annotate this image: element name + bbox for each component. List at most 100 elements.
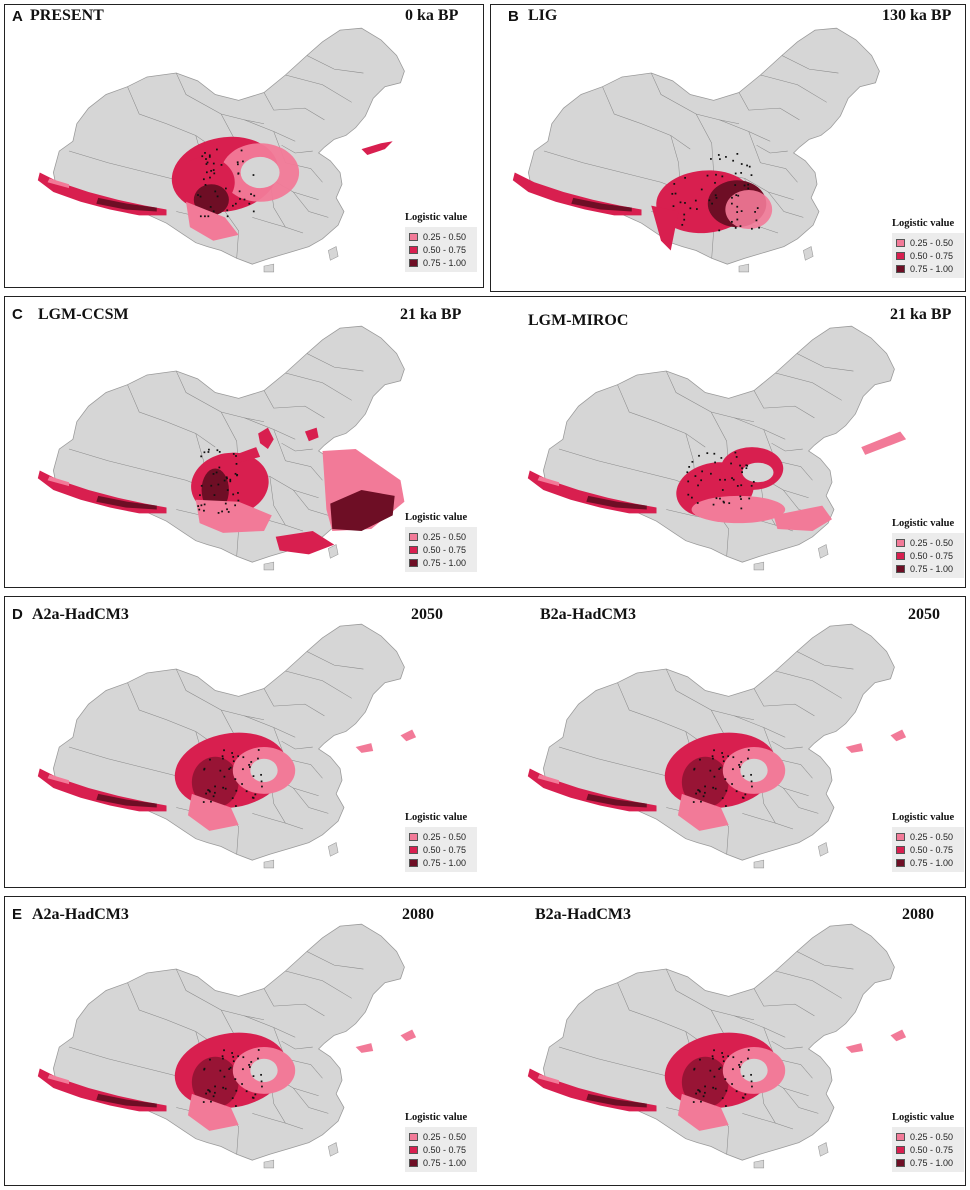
legend-swatch (409, 558, 418, 567)
legend-entry: 0.25 - 0.50 (409, 230, 473, 243)
china-map (37, 325, 405, 571)
predicted-range (512, 153, 773, 251)
legend-entry: 0.75 - 1.00 (896, 1156, 960, 1169)
legend-swatch (896, 845, 905, 854)
legend-entry: 0.50 - 0.75 (409, 843, 473, 856)
panel-letter-c: C (12, 306, 23, 323)
map-lgm-ccsm (30, 320, 420, 582)
map-time: 21 ka BP (890, 306, 952, 323)
legend: Logistic value 0.25 - 0.50 0.50 - 0.75 0.75… (405, 812, 487, 872)
map-b2a-2080 (520, 918, 910, 1180)
legend-swatch (409, 232, 418, 241)
predicted-range (527, 729, 907, 831)
legend-label: 0.75 - 1.00 (423, 857, 467, 868)
legend-swatch (896, 832, 905, 841)
map-title: LIG (528, 7, 558, 24)
legend-label: 0.50 - 0.75 (423, 1144, 467, 1155)
legend-entry: 0.25 - 0.50 (896, 236, 960, 249)
legend-entry: 0.25 - 0.50 (409, 530, 473, 543)
legend-label: 0.50 - 0.75 (910, 550, 954, 561)
legend-swatch (409, 545, 418, 554)
legend-label: 0.25 - 0.50 (910, 237, 954, 248)
legend-entry: 0.25 - 0.50 (896, 536, 960, 549)
legend-title: Logistic value (405, 212, 468, 223)
legend-label: 0.50 - 0.75 (423, 244, 467, 255)
panel-letter-b: B (508, 8, 519, 25)
legend-title: Logistic value (405, 812, 468, 823)
predicted-range (37, 427, 405, 555)
china-map (512, 27, 880, 273)
china-map (37, 923, 417, 1169)
legend-label: 0.75 - 1.00 (910, 857, 954, 868)
map-a2a-2080 (30, 918, 420, 1180)
panel-letter-a: A (12, 8, 23, 25)
legend-entry: 0.50 - 0.75 (409, 243, 473, 256)
legend-entry: 0.75 - 1.00 (896, 856, 960, 869)
legend-swatch (896, 858, 905, 867)
legend-swatch (409, 1158, 418, 1167)
map-lig (505, 22, 895, 284)
legend-label: 0.75 - 1.00 (423, 257, 467, 268)
legend-label: 0.75 - 1.00 (423, 557, 467, 568)
legend-label: 0.50 - 0.75 (910, 1144, 954, 1155)
legend-entry: 0.50 - 0.75 (896, 843, 960, 856)
legend-label: 0.50 - 0.75 (423, 844, 467, 855)
legend-label: 0.25 - 0.50 (423, 1131, 467, 1142)
legend-swatch (896, 538, 905, 547)
legend-entry: 0.75 - 1.00 (896, 562, 960, 575)
legend-swatch (409, 258, 418, 267)
predicted-range (37, 1029, 417, 1131)
legend-swatch (896, 1132, 905, 1141)
legend-label: 0.75 - 1.00 (910, 563, 954, 574)
map-title: A2a-HadCM3 (32, 906, 129, 923)
legend-label: 0.25 - 0.50 (910, 831, 954, 842)
legend-label: 0.25 - 0.50 (423, 231, 467, 242)
map-time: 2050 (411, 606, 443, 623)
legend-entry: 0.75 - 1.00 (409, 856, 473, 869)
legend-label: 0.50 - 0.75 (423, 544, 467, 555)
legend-entry: 0.25 - 0.50 (896, 830, 960, 843)
legend-swatch (896, 251, 905, 260)
china-map (527, 923, 907, 1169)
legend-swatch (896, 1145, 905, 1154)
map-title: LGM-CCSM (38, 306, 129, 323)
legend-title: Logistic value (405, 1112, 468, 1123)
map-time: 130 ka BP (882, 7, 952, 24)
map-lgm-miroc (520, 320, 910, 582)
predicted-range (527, 1029, 907, 1131)
legend-title: Logistic value (892, 1112, 955, 1123)
map-title: B2a-HadCM3 (540, 606, 636, 623)
map-b2a-2050 (520, 618, 910, 880)
legend: Logistic value 0.25 - 0.50 0.50 - 0.75 0.75… (405, 512, 487, 572)
legend: Logistic value 0.25 - 0.50 0.50 - 0.75 0.75… (405, 1112, 487, 1172)
china-map (527, 325, 907, 571)
legend-entry: 0.75 - 1.00 (409, 256, 473, 269)
panel-letter-e: E (12, 906, 23, 923)
legend-entry: 0.75 - 1.00 (409, 556, 473, 569)
legend: Logistic value 0.25 - 0.50 0.50 - 0.75 0.75… (892, 518, 970, 578)
legend-entry: 0.50 - 0.75 (896, 1143, 960, 1156)
legend-entry: 0.25 - 0.50 (896, 1130, 960, 1143)
legend-label: 0.25 - 0.50 (423, 831, 467, 842)
legend-entry: 0.75 - 1.00 (409, 1156, 473, 1169)
map-title: B2a-HadCM3 (535, 906, 631, 923)
legend-entry: 0.25 - 0.50 (409, 830, 473, 843)
legend-label: 0.50 - 0.75 (910, 844, 954, 855)
legend-swatch (409, 832, 418, 841)
legend-entry: 0.75 - 1.00 (896, 262, 960, 275)
legend-entry: 0.50 - 0.75 (896, 249, 960, 262)
legend-entry: 0.50 - 0.75 (409, 543, 473, 556)
legend-entry: 0.50 - 0.75 (409, 1143, 473, 1156)
legend-title: Logistic value (892, 518, 955, 529)
legend-title: Logistic value (892, 218, 955, 229)
legend: Logistic value 0.25 - 0.50 0.50 - 0.75 0.75… (405, 212, 487, 272)
china-map (527, 623, 907, 869)
map-time: 21 ka BP (400, 306, 462, 323)
china-map (37, 623, 417, 869)
predicted-range (527, 431, 907, 531)
legend-swatch (896, 264, 905, 273)
legend-entry: 0.25 - 0.50 (409, 1130, 473, 1143)
legend: Logistic value 0.25 - 0.50 0.50 - 0.75 0.75… (892, 812, 970, 872)
china-outline (542, 325, 895, 563)
legend-label: 0.75 - 1.00 (910, 263, 954, 274)
